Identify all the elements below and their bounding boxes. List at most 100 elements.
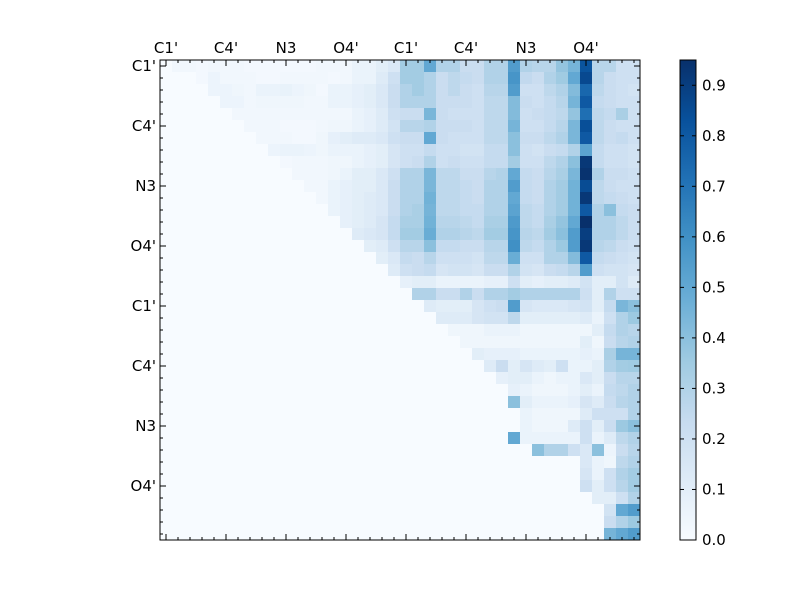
- heatmap-cell: [424, 360, 437, 373]
- heatmap-cell: [592, 252, 605, 265]
- heatmap-cell: [484, 456, 497, 469]
- heatmap-cell: [604, 444, 617, 457]
- heatmap-cell: [352, 384, 365, 397]
- heatmap-cell: [484, 480, 497, 493]
- heatmap-cell: [280, 204, 293, 217]
- heatmap-cell: [184, 528, 197, 541]
- heatmap-cell: [592, 432, 605, 445]
- heatmap-cell: [532, 264, 545, 277]
- heatmap-cell: [400, 372, 413, 385]
- heatmap-cell: [424, 348, 437, 361]
- heatmap-cell: [616, 264, 629, 277]
- heatmap-cell: [508, 228, 521, 241]
- heatmap-cell: [556, 396, 569, 409]
- heatmap-cell: [388, 372, 401, 385]
- heatmap-cell: [316, 72, 329, 85]
- heatmap-cell: [580, 384, 593, 397]
- heatmap-cell: [616, 60, 629, 73]
- heatmap-cell: [544, 360, 557, 373]
- heatmap-cell: [232, 444, 245, 457]
- heatmap-cell: [580, 504, 593, 517]
- heatmap-cell: [400, 84, 413, 97]
- heatmap-cell: [196, 324, 209, 337]
- heatmap-cell: [508, 396, 521, 409]
- heatmap-cell: [196, 396, 209, 409]
- heatmap-cell: [352, 348, 365, 361]
- heatmap-cell: [400, 108, 413, 121]
- heatmap-cell: [268, 228, 281, 241]
- heatmap-cell: [520, 72, 533, 85]
- heatmap-cell: [256, 72, 269, 85]
- heatmap-cell: [592, 456, 605, 469]
- heatmap-cell: [220, 228, 233, 241]
- heatmap-cell: [568, 384, 581, 397]
- heatmap-cell: [160, 156, 173, 169]
- heatmap-cell: [436, 96, 449, 109]
- heatmap-cell: [376, 60, 389, 73]
- heatmap-cell: [400, 204, 413, 217]
- heatmap-cell: [604, 144, 617, 157]
- heatmap-cell: [304, 456, 317, 469]
- heatmap-cell: [628, 84, 641, 97]
- heatmap-cell: [436, 192, 449, 205]
- heatmap-cell: [256, 180, 269, 193]
- heatmap-cell: [580, 324, 593, 337]
- heatmap-cell: [448, 156, 461, 169]
- axis-tick-labels: C1'C1'C4'C4'N3N3O4'O4'C1'C1'C4'C4'N3N3O4…: [131, 39, 599, 495]
- heatmap-cell: [244, 264, 257, 277]
- heatmap-cell: [364, 480, 377, 493]
- heatmap-cell: [496, 300, 509, 313]
- heatmap-cell: [208, 492, 221, 505]
- heatmap-cell: [556, 264, 569, 277]
- heatmap-cell: [604, 216, 617, 229]
- heatmap-cell: [364, 132, 377, 145]
- heatmap-cell: [400, 180, 413, 193]
- heatmap-cell: [556, 444, 569, 457]
- heatmap-cell: [352, 108, 365, 121]
- heatmap-cell: [340, 324, 353, 337]
- heatmap-cell: [508, 300, 521, 313]
- heatmap-cell: [496, 312, 509, 325]
- heatmap-cell: [508, 348, 521, 361]
- heatmap-cell: [580, 228, 593, 241]
- heatmap-cell: [424, 120, 437, 133]
- heatmap-cell: [472, 240, 485, 253]
- heatmap-cell: [508, 336, 521, 349]
- heatmap-cell: [496, 516, 509, 529]
- heatmap-cell: [616, 120, 629, 133]
- heatmap-cell: [604, 324, 617, 337]
- heatmap-cell: [352, 168, 365, 181]
- heatmap-cell: [304, 348, 317, 361]
- heatmap-cell: [568, 348, 581, 361]
- heatmap-cell: [196, 192, 209, 205]
- heatmap-cell: [376, 228, 389, 241]
- heatmap-cell: [544, 516, 557, 529]
- heatmap-cell: [532, 408, 545, 421]
- heatmap-cell: [196, 168, 209, 181]
- heatmap-cell: [340, 456, 353, 469]
- heatmap-cell: [184, 336, 197, 349]
- heatmap-cell: [196, 336, 209, 349]
- heatmap-cell: [520, 204, 533, 217]
- heatmap-cell: [268, 288, 281, 301]
- heatmap-cell: [364, 216, 377, 229]
- heatmap-cell: [244, 468, 257, 481]
- heatmap-cell: [304, 216, 317, 229]
- heatmap-cell: [292, 96, 305, 109]
- heatmap-cell: [424, 324, 437, 337]
- heatmap-cell: [568, 216, 581, 229]
- heatmap-cell: [220, 384, 233, 397]
- heatmap-cell: [412, 336, 425, 349]
- heatmap-cell: [304, 408, 317, 421]
- heatmap-cell: [484, 468, 497, 481]
- heatmap-cell: [544, 144, 557, 157]
- heatmap-cell: [496, 528, 509, 541]
- heatmap-cell: [460, 504, 473, 517]
- heatmap-cell: [436, 468, 449, 481]
- heatmap-cell: [568, 288, 581, 301]
- heatmap-cell: [496, 492, 509, 505]
- heatmap-cells: [160, 60, 641, 541]
- heatmap-cell: [580, 300, 593, 313]
- heatmap-cell: [328, 264, 341, 277]
- heatmap-cell: [532, 372, 545, 385]
